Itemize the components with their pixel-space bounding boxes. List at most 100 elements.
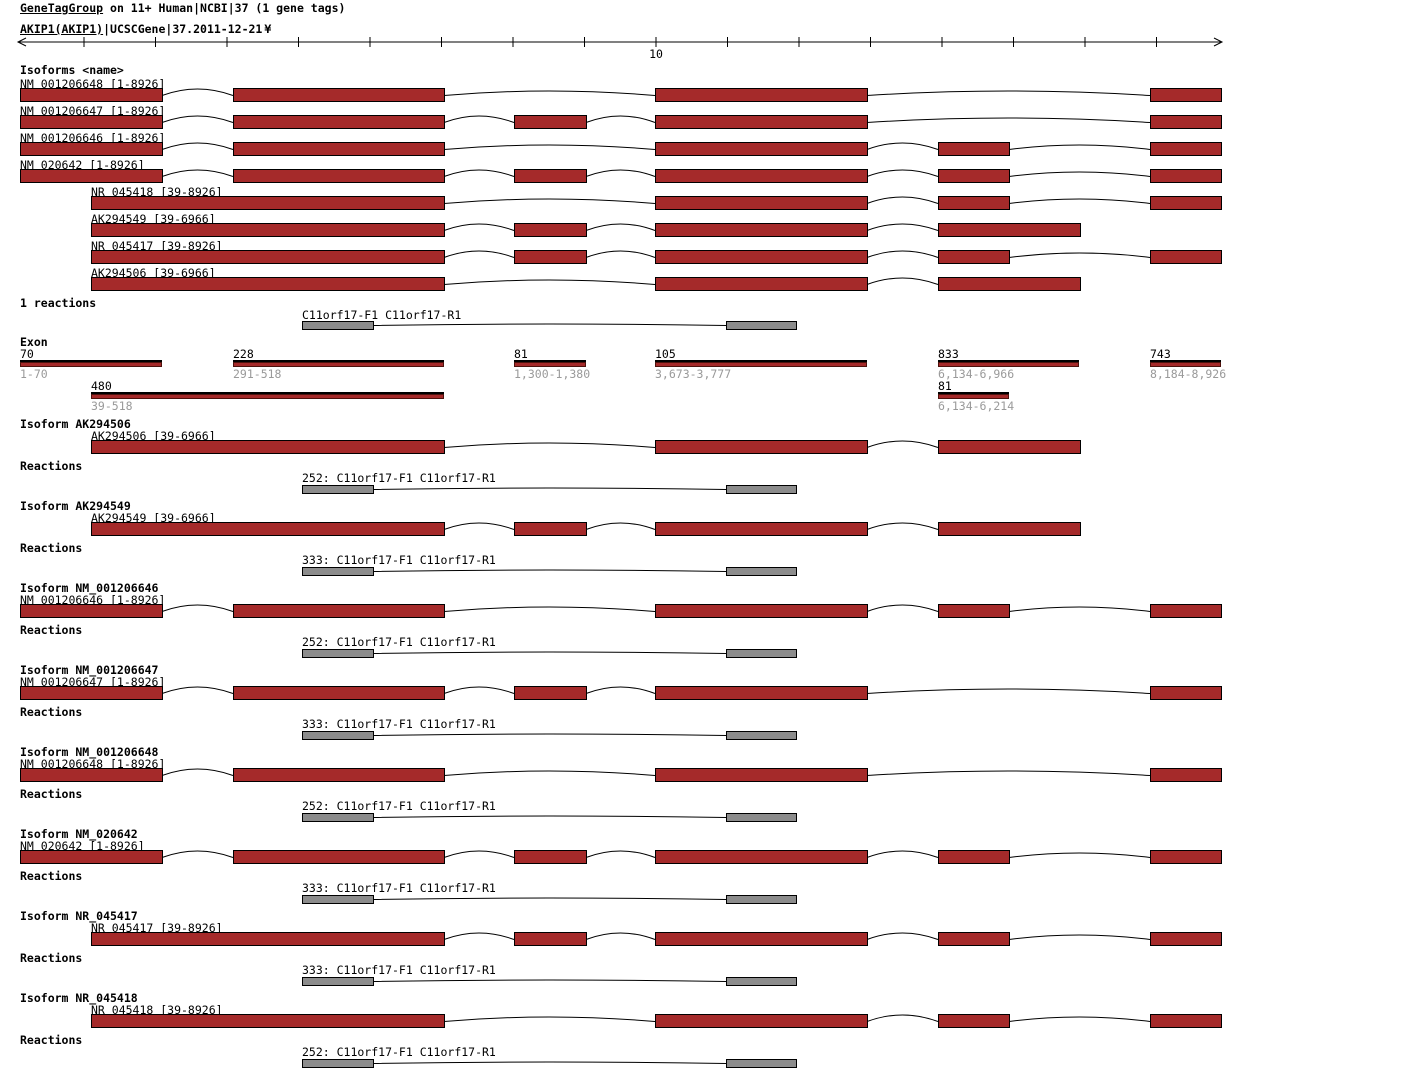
exon-size: 105 bbox=[655, 347, 676, 361]
isoform-label: NM_001206648 [1-8926] bbox=[20, 77, 166, 91]
exon-size: 81 bbox=[938, 379, 952, 393]
isoform-label: NM_020642 [1-8926] bbox=[20, 839, 145, 853]
exon-size: 833 bbox=[938, 347, 959, 361]
exon-range: 6,134-6,214 bbox=[938, 399, 1015, 413]
exon-item[interactable]: 228 291-518 bbox=[233, 348, 444, 380]
isoform-track[interactable] bbox=[0, 440, 1420, 455]
isoform-section-title: Isoform NM_001206646 bbox=[20, 581, 159, 595]
reaction-product-label: 333: C11orf17-F1 C11orf17-R1 bbox=[302, 553, 496, 567]
reaction-track[interactable] bbox=[0, 566, 1420, 576]
isoform-track[interactable] bbox=[0, 522, 1420, 537]
reactions-heading: Reactions bbox=[20, 459, 83, 473]
isoform-track[interactable] bbox=[0, 1014, 1420, 1029]
exon-range: 1,300-1,380 bbox=[514, 367, 591, 381]
isoform-section-title: Isoform NM_001206647 bbox=[20, 663, 159, 677]
exon-bar bbox=[91, 392, 444, 399]
gene-header: AKIP1(AKIP1)|UCSCGene|37.2011-12-21 ¥ bbox=[20, 23, 271, 35]
exon-bar bbox=[938, 392, 1009, 399]
isoform-section-title: Isoform AK294506 bbox=[20, 417, 131, 431]
isoform-label: AK294506 [39-6966] bbox=[91, 429, 216, 443]
exon-item[interactable]: 81 1,300-1,380 bbox=[514, 347, 591, 381]
isoform-label: AK294549 [39-6966] bbox=[91, 511, 216, 525]
exon-item[interactable]: 743 8,184-8,926 bbox=[1150, 347, 1227, 381]
isoform-track[interactable] bbox=[0, 768, 1420, 783]
track-marker-icon[interactable]: ¥ bbox=[264, 22, 272, 36]
exon-range: 8,184-8,926 bbox=[1150, 367, 1227, 381]
reactions-section-title: 1 reactions bbox=[20, 296, 97, 310]
reaction-product-label: 252: C11orf17-F1 C11orf17-R1 bbox=[302, 1045, 496, 1059]
gene-tag-group-link[interactable]: GeneTagGroup bbox=[20, 1, 104, 15]
reactions-heading: Reactions bbox=[20, 623, 83, 637]
exon-range: 1-70 bbox=[20, 367, 48, 381]
isoform-label: AK294506 [39-6966] bbox=[91, 266, 216, 280]
isoform-track[interactable] bbox=[0, 604, 1420, 619]
isoform-track[interactable] bbox=[0, 250, 1420, 265]
isoform-track[interactable] bbox=[0, 932, 1420, 947]
reaction-track[interactable] bbox=[0, 1058, 1420, 1068]
reactions-heading: Reactions bbox=[20, 869, 83, 883]
exon-size: 480 bbox=[91, 379, 112, 393]
isoform-track[interactable] bbox=[0, 88, 1420, 103]
isoform-track[interactable] bbox=[0, 850, 1420, 865]
isoform-track[interactable] bbox=[0, 169, 1420, 184]
isoform-track[interactable] bbox=[0, 115, 1420, 130]
reaction-product-label: 252: C11orf17-F1 C11orf17-R1 bbox=[302, 471, 496, 485]
reactions-heading: Reactions bbox=[20, 951, 83, 965]
exon-bar bbox=[20, 360, 162, 367]
isoform-label: NR_045417 [39-8926] bbox=[91, 239, 223, 253]
exon-item[interactable]: 105 3,673-3,777 bbox=[655, 348, 867, 380]
isoform-label: NM_001206646 [1-8926] bbox=[20, 593, 166, 607]
exon-bar bbox=[655, 360, 867, 367]
exon-item[interactable]: 70 1-70 bbox=[20, 348, 162, 380]
reaction-primer-label: C11orf17-F1 C11orf17-R1 bbox=[302, 308, 462, 322]
isoform-label: NM_020642 [1-8926] bbox=[20, 158, 145, 172]
exon-bar bbox=[938, 360, 1079, 367]
exon-item[interactable]: 833 6,134-6,966 bbox=[938, 348, 1079, 380]
reaction-track[interactable] bbox=[0, 730, 1420, 740]
exon-range: 291-518 bbox=[233, 367, 282, 381]
isoform-label: NR_045418 [39-8926] bbox=[91, 1003, 223, 1017]
reactions-heading: Reactions bbox=[20, 541, 83, 555]
isoform-track[interactable] bbox=[0, 142, 1420, 157]
exon-item[interactable]: 480 39-518 bbox=[91, 380, 444, 412]
isoform-track[interactable] bbox=[0, 223, 1420, 238]
exon-size: 70 bbox=[20, 347, 34, 361]
svg-text:10: 10 bbox=[649, 47, 663, 61]
reaction-track[interactable] bbox=[0, 648, 1420, 658]
exon-item[interactable]: 81 6,134-6,214 bbox=[938, 379, 1015, 413]
reaction-product-label: 333: C11orf17-F1 C11orf17-R1 bbox=[302, 963, 496, 977]
isoform-label: NR_045417 [39-8926] bbox=[91, 921, 223, 935]
exon-range: 3,673-3,777 bbox=[655, 367, 732, 381]
reaction-product-label: 333: C11orf17-F1 C11orf17-R1 bbox=[302, 717, 496, 731]
isoform-section-title: Isoform NM_020642 bbox=[20, 827, 138, 841]
isoform-section-title: Isoform NR_045417 bbox=[20, 909, 138, 923]
reaction-track[interactable] bbox=[0, 484, 1420, 494]
isoform-label: NR_045418 [39-8926] bbox=[91, 185, 223, 199]
group-header-rest: on 11+ Human|NCBI|37 (1 gene tags) bbox=[103, 1, 346, 15]
reaction-product-label: 252: C11orf17-F1 C11orf17-R1 bbox=[302, 635, 496, 649]
isoform-section-title: Isoform NM_001206648 bbox=[20, 745, 159, 759]
exon-size: 228 bbox=[233, 347, 254, 361]
gene-link[interactable]: AKIP1(AKIP1) bbox=[20, 22, 104, 36]
exon-bar bbox=[1150, 360, 1221, 367]
exon-bar bbox=[514, 360, 586, 367]
reaction-track[interactable] bbox=[0, 812, 1420, 822]
isoform-section-title: Isoform AK294549 bbox=[20, 499, 131, 513]
reactions-heading: Reactions bbox=[20, 705, 83, 719]
gene-header-rest: |UCSCGene|37.2011-12-21 bbox=[103, 22, 263, 36]
isoform-track[interactable] bbox=[0, 686, 1420, 701]
reactions-heading: Reactions bbox=[20, 1033, 83, 1047]
exon-section-title: Exon bbox=[20, 335, 48, 349]
exon-range: 6,134-6,966 bbox=[938, 367, 1015, 381]
reaction-track[interactable] bbox=[0, 320, 1420, 330]
exon-size: 81 bbox=[514, 347, 528, 361]
isoform-track[interactable] bbox=[0, 277, 1420, 292]
isoform-track[interactable] bbox=[0, 196, 1420, 211]
reaction-track[interactable] bbox=[0, 976, 1420, 986]
exon-size: 743 bbox=[1150, 347, 1171, 361]
exon-bar bbox=[233, 360, 444, 367]
reaction-track[interactable] bbox=[0, 894, 1420, 904]
coordinate-ruler[interactable]: 10 bbox=[0, 33, 1420, 61]
isoform-label: NM_001206647 [1-8926] bbox=[20, 675, 166, 689]
isoform-label: NM_001206647 [1-8926] bbox=[20, 104, 166, 118]
